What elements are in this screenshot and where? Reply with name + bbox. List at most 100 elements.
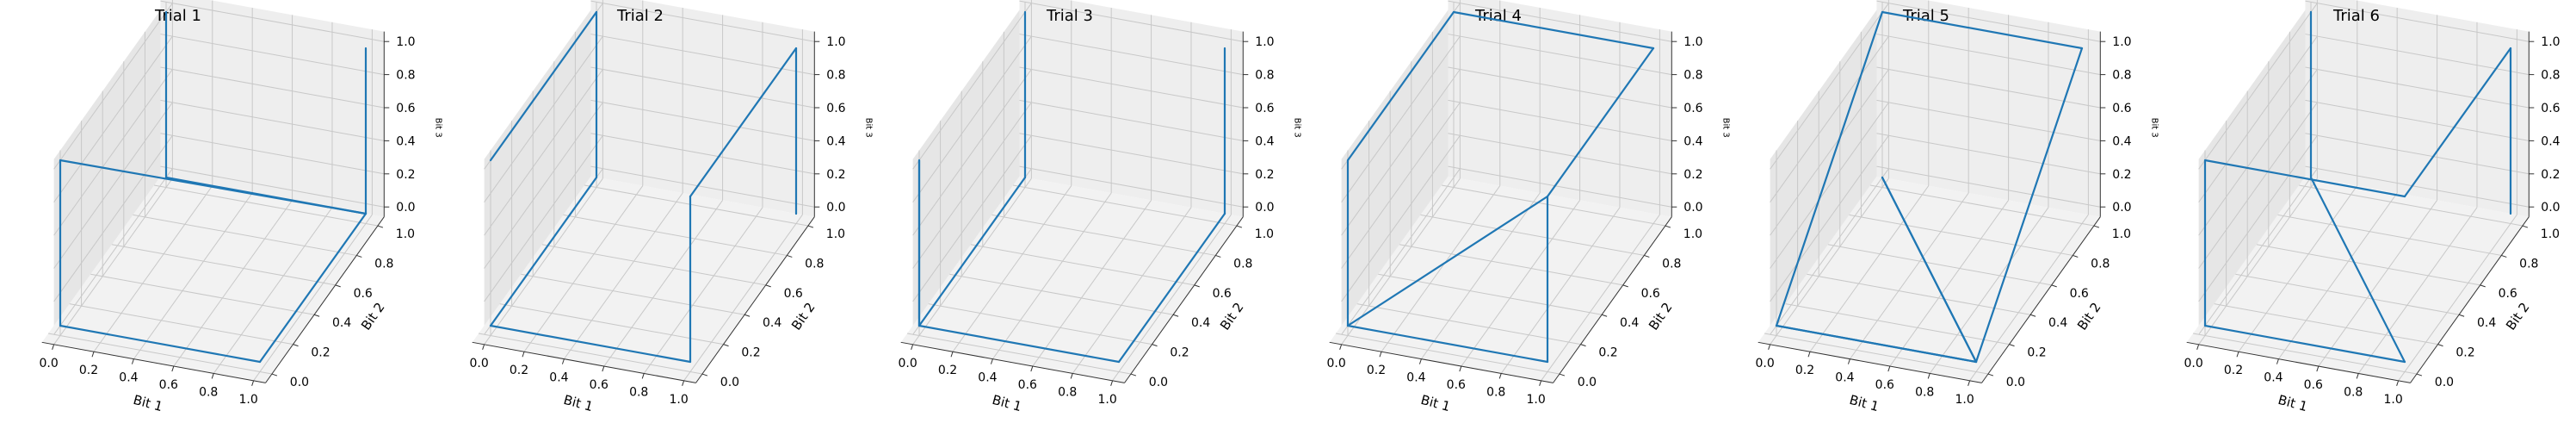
y-tick-mark	[787, 254, 793, 258]
pane-left	[1341, 0, 1461, 345]
y-tick-mark	[271, 373, 278, 377]
grid-line	[2256, 244, 2480, 286]
x-axis-line	[1757, 341, 1982, 383]
grid-line	[643, 207, 763, 374]
grid-line	[1770, 3, 1889, 170]
series-segment	[489, 324, 692, 364]
y-tick-label: 0.8	[1233, 257, 1252, 271]
x-tick-mark	[251, 380, 255, 386]
grid-line	[53, 69, 173, 236]
z-tick-label: 0.8	[1683, 69, 1702, 83]
z-tick-label: 0.4	[1683, 134, 1702, 148]
x-tick-mark	[602, 365, 605, 372]
y-axis-label: Bit 2	[788, 300, 819, 333]
y-tick-mark	[1559, 373, 1566, 377]
chart-title: Trial 2	[616, 7, 664, 25]
y-tick-label: 0.2	[741, 346, 760, 360]
x-tick-mark	[2236, 352, 2239, 358]
grid-line	[1012, 184, 1238, 227]
z-tick-label: 0.2	[1255, 168, 1274, 182]
x-tick-mark	[561, 358, 565, 364]
grid-line	[1850, 192, 1969, 359]
y-tick-label: 0.6	[1641, 287, 1660, 301]
series-segment	[59, 159, 368, 215]
grid-line	[2278, 192, 2398, 359]
grid-line	[2238, 185, 2358, 352]
y-tick-label: 0.0	[290, 376, 309, 389]
x-axis-line	[1329, 341, 1554, 383]
x-tick-label: 0.4	[2264, 371, 2283, 385]
y-tick-mark	[1215, 254, 1221, 258]
y-tick-mark	[2522, 225, 2529, 228]
y-tick-mark	[335, 284, 341, 288]
grid-line	[1335, 333, 1560, 375]
z-tick-label: 0.2	[396, 168, 415, 182]
x-tick-mark	[1459, 365, 1462, 372]
x-tick-label: 1.0	[669, 393, 688, 407]
series-segment	[1775, 324, 1978, 364]
grid-line	[1770, 102, 1889, 269]
y-tick-label: 0.6	[784, 287, 803, 301]
grid-line	[1849, 214, 2073, 256]
grid-line	[590, 66, 815, 109]
series-segment	[59, 324, 262, 364]
grid-line	[541, 244, 766, 286]
grid-line	[2305, 165, 2530, 208]
x-tick-label: 0.8	[629, 385, 648, 399]
grid-line	[1381, 185, 1501, 352]
grid-line	[603, 200, 723, 367]
grid-line	[1356, 303, 1581, 346]
x-tick-mark	[1539, 380, 1542, 386]
y-tick-mark	[2029, 314, 2036, 317]
grid-line	[952, 185, 1072, 352]
grid-line	[2305, 66, 2530, 109]
y-tick-label: 0.0	[2006, 376, 2025, 389]
y-tick-label: 0.6	[1213, 287, 1232, 301]
x-tick-label: 0.4	[978, 371, 997, 385]
grid-line	[683, 214, 803, 382]
y-axis-line	[1553, 216, 1672, 383]
grid-line	[160, 34, 385, 76]
grid-line	[590, 0, 815, 42]
y-tick-mark	[356, 254, 362, 258]
z-tick-label: 0.4	[2541, 134, 2560, 148]
y-tick-label: 0.4	[2477, 316, 2496, 330]
grid-line	[2298, 184, 2523, 227]
grid-line	[153, 184, 379, 227]
series-segment	[1546, 47, 1655, 198]
series-segment	[1881, 176, 1978, 364]
grid-line	[1019, 66, 1244, 109]
grid-line	[1809, 185, 1930, 352]
grid-line	[213, 207, 333, 374]
grid-line	[2198, 168, 2318, 335]
series-segment	[1452, 10, 1655, 50]
z-tick-label: 0.4	[1255, 134, 1274, 148]
x-tick-label: 0.0	[1755, 357, 1774, 370]
y-tick-label: 0.4	[332, 316, 351, 330]
grid-line	[1341, 35, 1461, 203]
grid-line	[1448, 66, 1672, 109]
z-tick-label: 1.0	[396, 35, 415, 49]
y-tick-label: 0.4	[763, 316, 781, 330]
grid-line	[160, 133, 385, 175]
pane-floor	[41, 176, 385, 383]
grid-line	[47, 333, 273, 375]
z-axis-label: Bit 3	[1720, 118, 1730, 138]
x-tick-mark	[1847, 358, 1850, 364]
grid-line	[563, 214, 788, 256]
x-tick-label: 0.6	[590, 378, 608, 392]
grid-line	[160, 165, 385, 208]
y-tick-label: 0.6	[2499, 287, 2517, 301]
x-tick-label: 0.0	[469, 357, 488, 370]
y-tick-label: 0.2	[311, 346, 330, 360]
grid-line	[1441, 184, 1666, 227]
chart-title: Trial 6	[2332, 7, 2380, 25]
x-tick-mark	[2316, 365, 2320, 372]
x-tick-label: 0.2	[938, 364, 957, 377]
x-tick-mark	[2356, 373, 2359, 379]
y-tick-mark	[2437, 344, 2443, 347]
grid-line	[2198, 3, 2318, 170]
grid-line	[1770, 35, 1889, 203]
x-tick-mark	[1030, 365, 1034, 372]
y-tick-mark	[2458, 314, 2465, 317]
